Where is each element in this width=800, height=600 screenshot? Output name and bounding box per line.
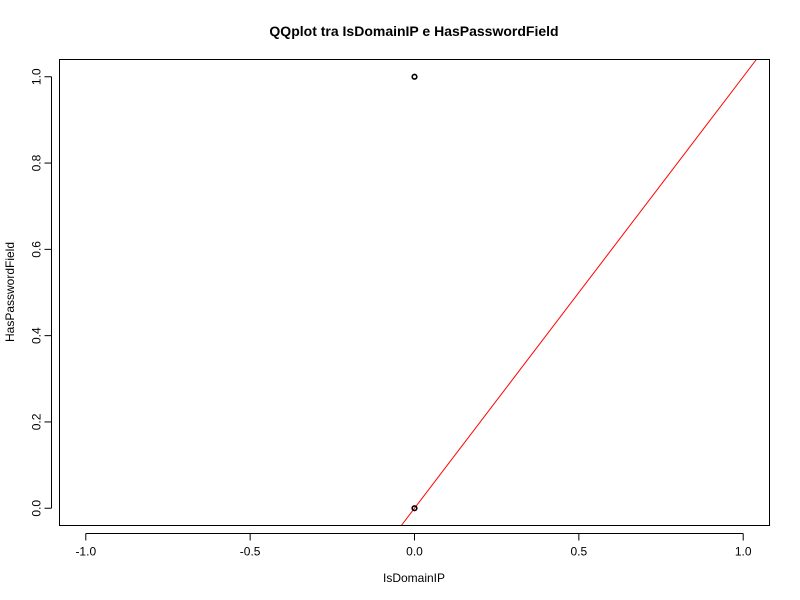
- x-tick-label: 1.0: [735, 545, 752, 559]
- y-tick-label: 1.0: [30, 68, 44, 85]
- y-tick-label: 0.2: [30, 413, 44, 430]
- reference-line-group: [400, 59, 757, 526]
- data-points: [411, 73, 418, 512]
- y-axis: 0.0 0.2 0.4 0.6 0.8 1.0: [30, 68, 52, 517]
- y-axis-label: HasPasswordField: [3, 242, 17, 342]
- data-point: [411, 505, 418, 512]
- chart-title: QQplot tra IsDomainIP e HasPasswordField: [269, 23, 558, 39]
- data-point: [411, 73, 418, 80]
- x-tick-label: -0.5: [240, 545, 261, 559]
- x-tick-label: -1.0: [75, 545, 96, 559]
- y-tick-label: 0.6: [30, 241, 44, 258]
- y-tick-label: 0.0: [30, 500, 44, 517]
- x-tick-label: 0.0: [406, 545, 423, 559]
- y-tick-label: 0.4: [30, 327, 44, 344]
- y-tick-label: 0.8: [30, 154, 44, 171]
- x-axis: -1.0 -0.5 0.0 0.5 1.0: [75, 533, 752, 559]
- x-axis-label: IsDomainIP: [383, 571, 445, 585]
- qq-reference-line: [400, 59, 757, 526]
- x-tick-label: 0.5: [571, 545, 588, 559]
- plot-frame: [59, 59, 770, 526]
